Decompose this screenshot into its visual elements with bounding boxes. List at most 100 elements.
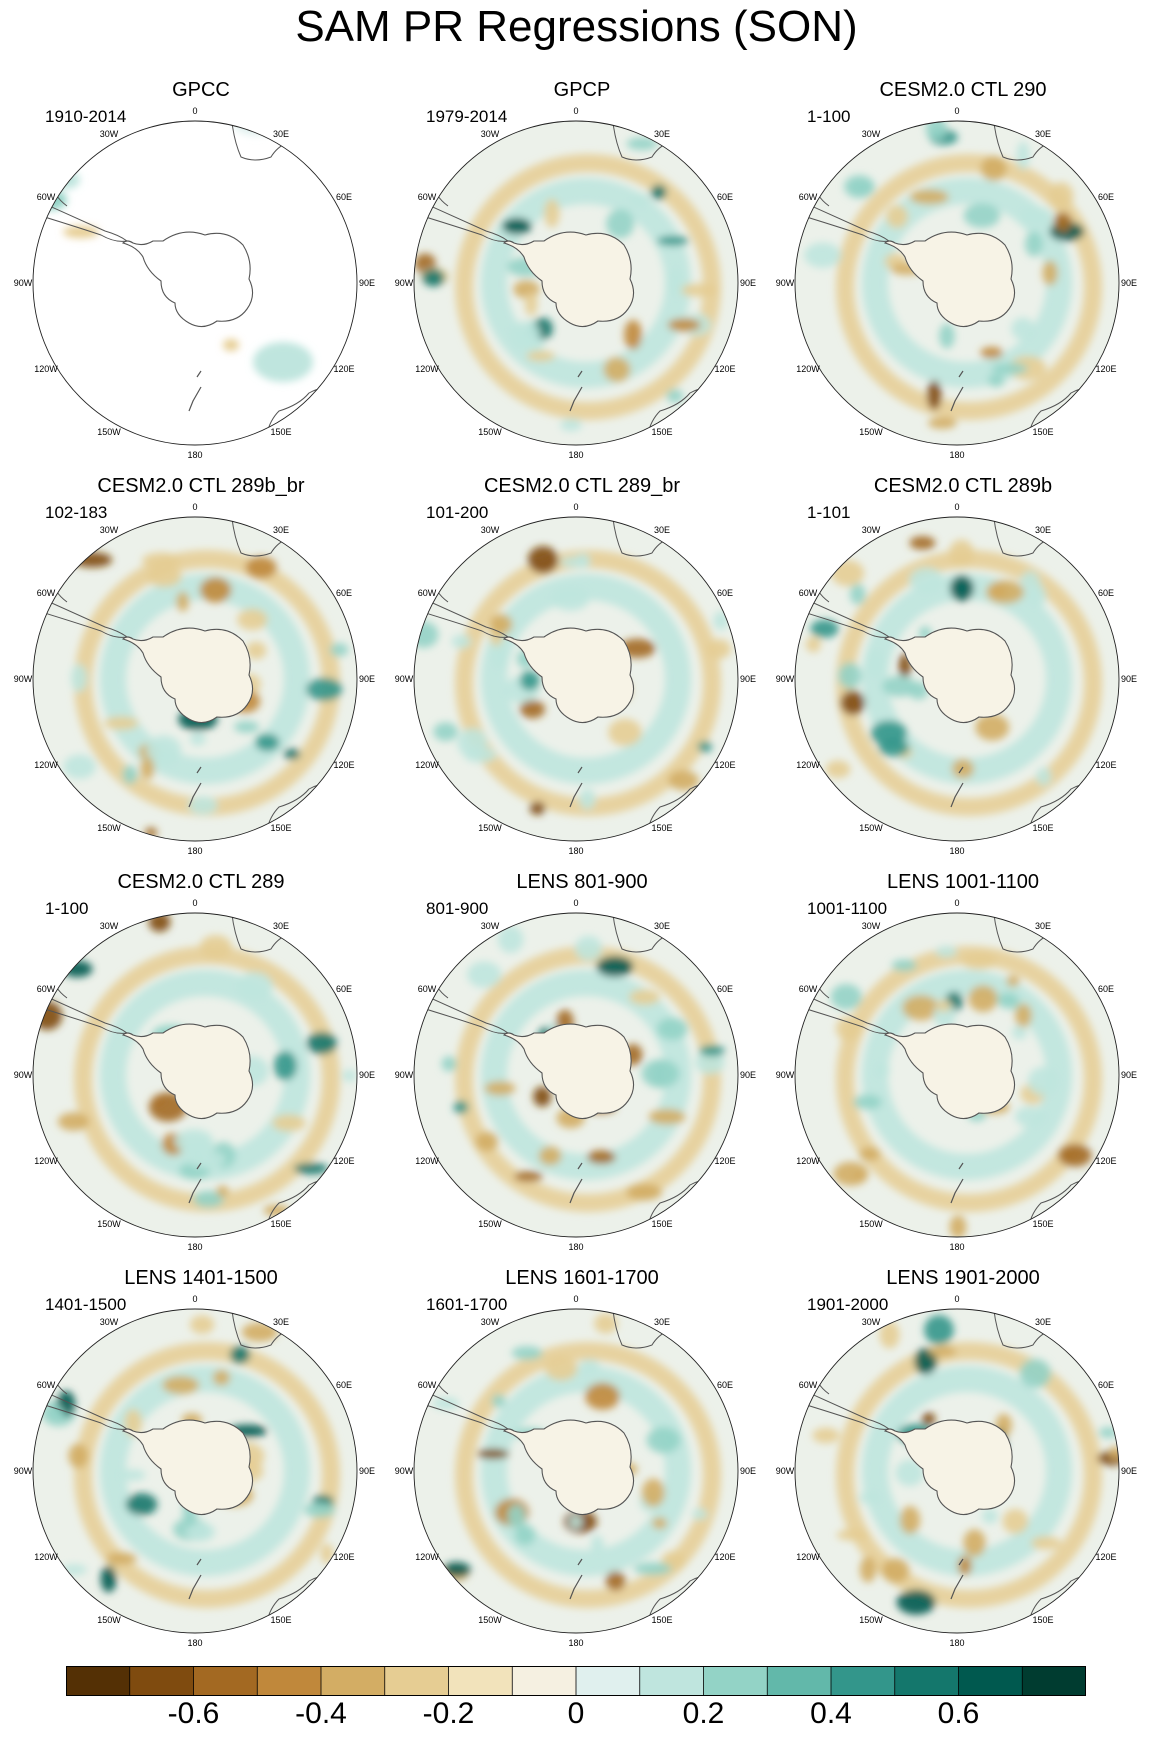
- longitude-label: 150W: [859, 823, 883, 833]
- panel-title: GPCC: [172, 79, 230, 101]
- precip-field: [414, 913, 738, 1237]
- longitude-label: 90E: [740, 1070, 756, 1080]
- colorbar: [66, 1666, 1086, 1696]
- map-border: [32, 1308, 358, 1634]
- longitude-label: 150W: [478, 1219, 502, 1229]
- longitude-label: 60E: [717, 588, 733, 598]
- longitude-label: 0: [573, 502, 578, 512]
- longitude-label: 120W: [415, 760, 439, 770]
- longitude-label: 60E: [336, 984, 352, 994]
- longitude-label: 150W: [859, 427, 883, 437]
- longitude-label: 180: [568, 846, 583, 856]
- longitude-label: 120E: [714, 760, 735, 770]
- longitude-label: 120E: [714, 1156, 735, 1166]
- longitude-label: 150W: [478, 1615, 502, 1625]
- precip-field: [795, 913, 1119, 1237]
- longitude-label: 90E: [1121, 1466, 1137, 1476]
- colorbar-swatch: [321, 1666, 386, 1696]
- polar-map: 0 30E 60E 90E 120E 150E 180 150W 120W 90W 60W 30W: [776, 898, 1137, 1252]
- longitude-label: 90E: [1121, 1070, 1137, 1080]
- precip-field: [414, 121, 738, 445]
- longitude-label: 180: [568, 1638, 583, 1648]
- longitude-label: 30E: [273, 1317, 289, 1327]
- longitude-label: 180: [949, 450, 964, 460]
- map-border: [794, 516, 1120, 842]
- panel-period: 1979-2014: [424, 107, 510, 127]
- map-panel: LENS 801-900 0 30E 60E 90E 120E 150E 180 150W 120…: [392, 870, 772, 1260]
- polar-map: 0 30E 60E 90E 120E 150E 180 150W 120W 90W 60W 30W: [776, 106, 1137, 460]
- longitude-label: 120W: [796, 1156, 820, 1166]
- longitude-label: 90E: [740, 674, 756, 684]
- map-panel: CESM2.0 CTL 289b_br 0 30E 60E 90E 120E 150E 180…: [11, 474, 391, 864]
- polar-map: 0 30E 60E 90E 120E 150E 180 150W 120W 90W 60W 30W: [14, 898, 375, 1252]
- precip-field: [33, 517, 357, 841]
- longitude-label: 90E: [359, 1070, 375, 1080]
- panel-title: LENS 801-900: [516, 871, 648, 893]
- longitude-label: 0: [192, 898, 197, 908]
- map-border: [32, 516, 358, 842]
- longitude-label: 0: [573, 898, 578, 908]
- longitude-label: 90W: [14, 1466, 33, 1476]
- longitude-label: 90W: [776, 674, 795, 684]
- panel-period: 101-200: [424, 503, 491, 523]
- panel-title: LENS 1601-1700: [505, 1267, 659, 1289]
- longitude-label: 0: [954, 898, 959, 908]
- longitude-label: 30E: [1035, 1317, 1051, 1327]
- longitude-label: 120E: [333, 1156, 354, 1166]
- colorbar-swatch: [958, 1666, 1023, 1696]
- longitude-label: 90E: [359, 278, 375, 288]
- longitude-label: 90W: [395, 1466, 414, 1476]
- longitude-label: 150E: [651, 1615, 672, 1625]
- longitude-label: 180: [949, 1242, 964, 1252]
- panel-title: CESM2.0 CTL 290: [879, 79, 1047, 101]
- colorbar-swatch: [639, 1666, 704, 1696]
- longitude-label: 30E: [273, 129, 289, 139]
- colorbar-swatch: [66, 1666, 131, 1696]
- longitude-label: 120E: [714, 1552, 735, 1562]
- colorbar-labels: -0.6 -0.4 -0.2 0 0.2 0.4 0.6: [66, 1696, 1086, 1736]
- longitude-label: 90E: [359, 1466, 375, 1476]
- map-border: [413, 1308, 739, 1634]
- longitude-label: 120W: [796, 364, 820, 374]
- longitude-label: 30W: [862, 921, 881, 931]
- longitude-label: 120E: [714, 364, 735, 374]
- longitude-label: 90E: [359, 674, 375, 684]
- longitude-label: 60E: [717, 984, 733, 994]
- longitude-label: 120E: [1095, 364, 1116, 374]
- main-title: SAM PR Regressions (SON): [295, 2, 858, 51]
- longitude-label: 30E: [1035, 921, 1051, 931]
- longitude-label: 90W: [395, 674, 414, 684]
- longitude-label: 90E: [740, 278, 756, 288]
- longitude-label: 30W: [862, 129, 881, 139]
- longitude-label: 90W: [395, 1070, 414, 1080]
- longitude-label: 60W: [799, 192, 818, 202]
- longitude-label: 180: [949, 846, 964, 856]
- colorbar-swatch: [576, 1666, 641, 1696]
- map-border: [794, 1308, 1120, 1634]
- map-border: [32, 120, 358, 446]
- map-border: [413, 912, 739, 1238]
- precip-field: [795, 1309, 1119, 1633]
- longitude-label: 30W: [481, 1317, 500, 1327]
- longitude-label: 180: [568, 1242, 583, 1252]
- colorbar-swatch: [767, 1666, 832, 1696]
- map-panel: LENS 1901-2000 0 30E 60E 90E 120E 150E 180 150W 1…: [773, 1266, 1153, 1656]
- map-border: [413, 516, 739, 842]
- longitude-label: 30E: [1035, 129, 1051, 139]
- longitude-label: 0: [573, 106, 578, 116]
- longitude-label: 180: [187, 1242, 202, 1252]
- precip-field: [33, 121, 357, 445]
- longitude-label: 60W: [37, 984, 56, 994]
- longitude-label: 60W: [799, 984, 818, 994]
- longitude-label: 60W: [799, 1380, 818, 1390]
- longitude-label: 90W: [395, 278, 414, 288]
- panel-title: GPCP: [553, 79, 611, 101]
- longitude-label: 150W: [859, 1615, 883, 1625]
- longitude-label: 30W: [481, 129, 500, 139]
- longitude-label: 30E: [273, 921, 289, 931]
- longitude-label: 150E: [1032, 823, 1053, 833]
- longitude-label: 120W: [34, 1552, 58, 1562]
- colorbar-swatch: [129, 1666, 194, 1696]
- panel-title: LENS 1901-2000: [886, 1267, 1040, 1289]
- longitude-label: 60E: [1098, 984, 1114, 994]
